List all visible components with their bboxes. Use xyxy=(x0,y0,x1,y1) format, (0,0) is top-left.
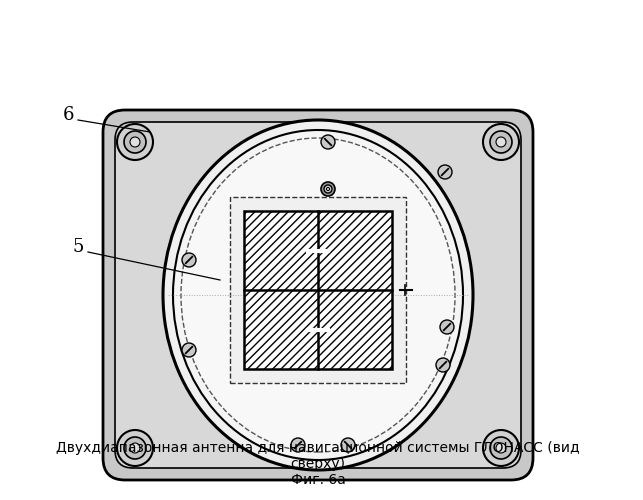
Text: 5: 5 xyxy=(72,238,84,256)
Circle shape xyxy=(130,443,140,453)
Text: Фиг. 6а: Фиг. 6а xyxy=(291,473,345,487)
Text: 6: 6 xyxy=(62,106,74,124)
Circle shape xyxy=(124,131,146,153)
Circle shape xyxy=(182,343,196,357)
Circle shape xyxy=(291,438,305,452)
Circle shape xyxy=(117,430,153,466)
Circle shape xyxy=(117,124,153,160)
Circle shape xyxy=(321,182,335,196)
Circle shape xyxy=(327,188,329,190)
Circle shape xyxy=(483,124,519,160)
Circle shape xyxy=(438,165,452,179)
Ellipse shape xyxy=(173,130,463,460)
Circle shape xyxy=(436,358,450,372)
Text: Двухдиапазонная антенна для навигационной системы ГЛОНАСС (вид: Двухдиапазонная антенна для навигационно… xyxy=(56,441,580,455)
FancyBboxPatch shape xyxy=(115,122,521,468)
Bar xyxy=(244,211,392,369)
Circle shape xyxy=(182,253,196,267)
Circle shape xyxy=(496,443,506,453)
Circle shape xyxy=(321,135,335,149)
Circle shape xyxy=(324,185,332,193)
Circle shape xyxy=(130,137,140,147)
Ellipse shape xyxy=(163,120,473,470)
Circle shape xyxy=(440,320,454,334)
Bar xyxy=(230,197,406,383)
Circle shape xyxy=(483,430,519,466)
Circle shape xyxy=(341,438,355,452)
Bar xyxy=(244,211,392,369)
FancyBboxPatch shape xyxy=(103,110,533,480)
Circle shape xyxy=(490,131,512,153)
Text: сверху): сверху) xyxy=(291,457,345,471)
Circle shape xyxy=(496,137,506,147)
Circle shape xyxy=(124,437,146,459)
Circle shape xyxy=(490,437,512,459)
Ellipse shape xyxy=(181,138,455,452)
